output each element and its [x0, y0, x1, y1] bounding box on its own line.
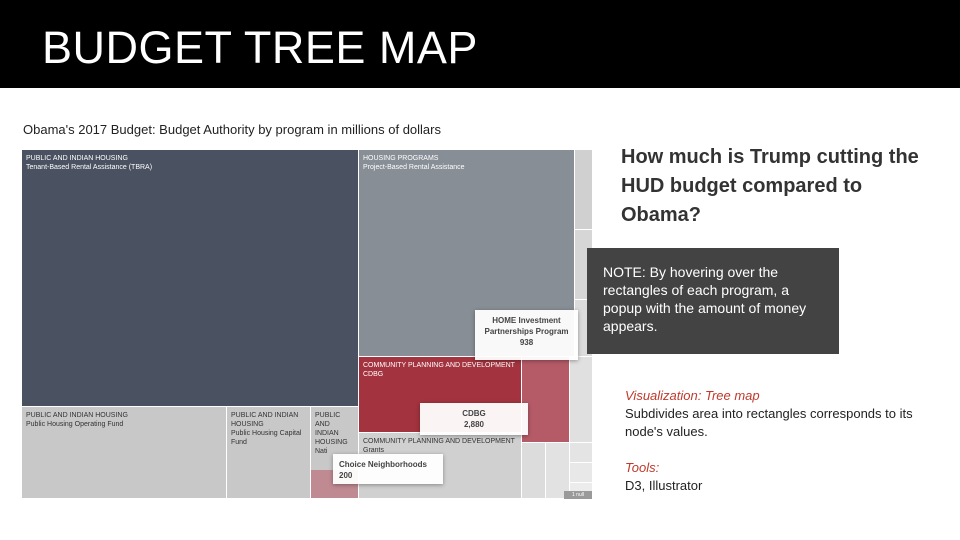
info-panel: Visualization: Tree map Subdivides area … — [625, 387, 925, 495]
cell-label: PUBLIC AND INDIAN HOUSING Public Housing … — [26, 411, 223, 429]
cell-agency: PUBLIC AND INDIAN HOUSING — [26, 412, 128, 419]
value-tooltip: CDBG 2,880 — [420, 403, 528, 435]
overflow-tag: 1 null — [564, 491, 592, 499]
treemap-cell[interactable]: PUBLIC AND INDIAN HOUSING Tenant-Based Re… — [22, 150, 359, 407]
cell-agency: PUBLIC AND INDIAN HOUSING — [315, 412, 348, 446]
cell-label: PUBLIC AND INDIAN HOUSING Nati — [315, 411, 355, 456]
tooltip-value: 2,880 — [463, 420, 485, 429]
tools-list: D3, Illustrator — [625, 478, 703, 493]
treemap: PUBLIC AND INDIAN HOUSING Tenant-Based Re… — [22, 150, 593, 499]
cell-program: Tenant-Based Rental Assistance (TBRA) — [26, 164, 153, 171]
treemap-cell[interactable]: PUBLIC AND INDIAN HOUSING Public Housing … — [22, 407, 227, 499]
question-heading: How much is Trump cutting the HUD budget… — [621, 146, 919, 226]
cell-agency: PUBLIC AND INDIAN HOUSING — [231, 412, 299, 428]
cell-label: PUBLIC AND INDIAN HOUSING Tenant-Based Re… — [26, 154, 355, 172]
visualization-description: Subdivides area into rectangles correspo… — [625, 406, 913, 439]
cell-program: CDBG — [363, 371, 384, 378]
note-box: NOTE: By hovering over the rectangles of… — [587, 248, 839, 354]
cell-agency: COMMUNITY PLANNING AND DEVELOPMENT — [363, 362, 515, 369]
tooltip-value: 200 — [339, 471, 353, 480]
visualization-label: Visualization: Tree map — [625, 388, 760, 403]
cell-program: Project-Based Rental Assistance — [363, 164, 465, 171]
value-tooltip: HOME Investment Partnerships Program 938 — [475, 310, 578, 360]
treemap-cell[interactable]: PUBLIC AND INDIAN HOUSING Public Housing … — [227, 407, 311, 499]
cell-label: PUBLIC AND INDIAN HOUSING Public Housing … — [231, 411, 307, 447]
tooltip-label: HOME Investment Partnerships Program — [484, 316, 569, 336]
treemap-cell[interactable] — [570, 357, 593, 443]
treemap-cell[interactable] — [522, 357, 570, 443]
treemap-cell[interactable] — [570, 443, 593, 463]
treemap-cell[interactable] — [546, 443, 570, 499]
cell-agency: PUBLIC AND INDIAN HOUSING — [26, 155, 128, 162]
treemap-cell[interactable] — [570, 463, 593, 483]
cell-program: Public Housing Capital Fund — [231, 430, 302, 446]
tooltip-value: 938 — [519, 338, 534, 347]
treemap-cell[interactable] — [522, 443, 546, 499]
cell-program: Grants — [363, 447, 385, 454]
cell-agency: HOUSING PROGRAMS — [363, 155, 439, 162]
value-tooltip: Choice Neighborhoods 200 — [333, 454, 443, 484]
cell-label: COMMUNITY PLANNING AND DEVELOPMENT CDBG — [363, 361, 518, 379]
cell-label: COMMUNITY PLANNING AND DEVELOPMENT Grants — [363, 437, 518, 455]
slide-title: BUDGET TREE MAP — [42, 22, 478, 73]
cell-program: Public Housing Operating Fund — [26, 421, 124, 428]
cell-program: Nati — [315, 448, 328, 455]
cell-agency: COMMUNITY PLANNING AND DEVELOPMENT — [363, 438, 515, 445]
tooltip-label: CDBG — [462, 409, 486, 418]
tools-label: Tools: — [625, 460, 660, 475]
cell-label: HOUSING PROGRAMS Project-Based Rental Ass… — [363, 154, 571, 172]
chart-title: Obama's 2017 Budget: Budget Authority by… — [23, 122, 441, 137]
tooltip-label: Choice Neighborhoods — [339, 460, 427, 469]
treemap-cell[interactable] — [575, 150, 593, 230]
header-bar — [0, 0, 960, 88]
